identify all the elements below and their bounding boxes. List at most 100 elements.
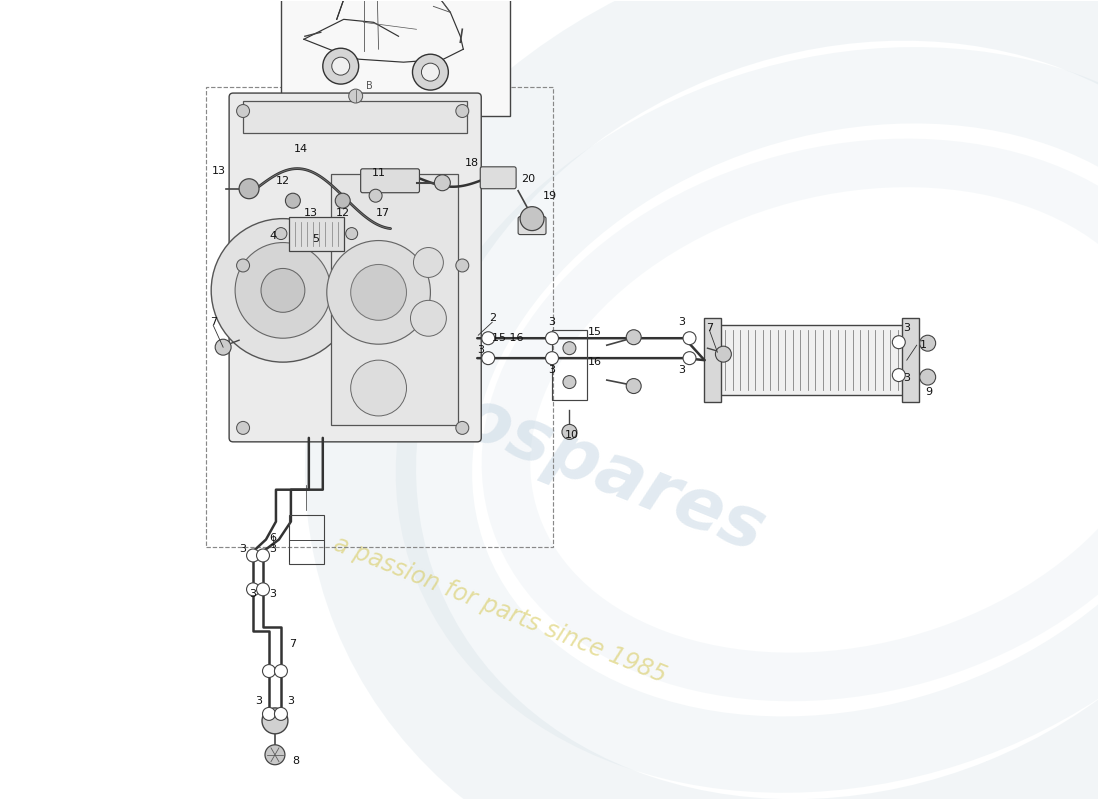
Circle shape [236,422,250,434]
Text: 11: 11 [372,168,386,178]
Text: eurospares: eurospares [326,332,774,567]
Circle shape [892,369,905,382]
Circle shape [236,105,250,118]
Circle shape [414,247,443,278]
Circle shape [275,707,287,720]
Text: 15: 15 [587,327,602,338]
Circle shape [322,48,359,84]
Text: 3: 3 [903,373,911,383]
Circle shape [370,190,382,202]
Text: 7: 7 [289,639,297,649]
Circle shape [626,378,641,394]
Text: 3: 3 [549,318,556,327]
Circle shape [351,360,407,416]
FancyBboxPatch shape [481,167,516,189]
Circle shape [345,228,358,239]
Circle shape [332,57,350,75]
Text: 8: 8 [293,756,299,766]
Circle shape [546,352,559,365]
Circle shape [275,665,287,678]
Text: 3: 3 [476,345,484,355]
Text: 16: 16 [587,357,602,367]
Text: 12: 12 [276,176,290,186]
Bar [719,326,904,395]
Circle shape [920,335,936,351]
Circle shape [563,375,576,389]
Bar [243,101,468,133]
Circle shape [715,346,732,362]
Circle shape [216,339,231,355]
Circle shape [520,206,544,230]
Circle shape [683,332,696,345]
Bar [289,217,343,250]
Text: 3: 3 [549,365,556,375]
Circle shape [246,583,260,596]
Bar [280,0,510,116]
FancyBboxPatch shape [361,169,419,193]
Circle shape [455,105,469,118]
Circle shape [920,369,936,385]
Text: 12: 12 [336,208,350,218]
Text: 14: 14 [294,144,308,154]
Circle shape [246,549,260,562]
Circle shape [336,194,350,208]
Circle shape [562,425,576,439]
Text: 5: 5 [312,234,319,243]
Text: 19: 19 [543,190,557,201]
Bar [704,318,722,402]
Text: 2: 2 [488,314,496,323]
Text: 4: 4 [270,230,276,241]
Circle shape [236,259,250,272]
Circle shape [626,330,641,345]
Circle shape [262,708,288,734]
FancyBboxPatch shape [229,93,481,442]
Circle shape [256,549,270,562]
Text: a passion for parts since 1985: a passion for parts since 1985 [330,531,670,687]
Circle shape [683,352,696,365]
Circle shape [239,178,258,198]
Text: 3: 3 [255,696,263,706]
Bar [902,318,918,402]
Circle shape [256,583,270,596]
Circle shape [455,422,469,434]
Text: 20: 20 [521,174,535,184]
Circle shape [327,241,430,344]
Circle shape [211,218,354,362]
Circle shape [421,63,439,81]
Circle shape [285,194,300,208]
FancyBboxPatch shape [518,217,546,234]
Circle shape [546,332,559,345]
Bar [552,330,587,400]
Text: 13: 13 [212,166,227,176]
Text: 9: 9 [925,387,932,397]
Circle shape [349,89,363,103]
Circle shape [482,332,495,345]
Text: 13: 13 [304,208,318,218]
Text: 18: 18 [465,158,480,168]
Text: B: B [365,81,373,91]
Circle shape [261,269,305,312]
Bar [331,174,459,425]
Text: 6: 6 [270,533,276,542]
Text: 3: 3 [240,545,246,554]
Text: 7: 7 [210,318,217,327]
Circle shape [434,174,450,190]
Text: 3: 3 [270,590,276,599]
Text: 1: 1 [921,340,927,350]
Text: 3: 3 [250,590,256,599]
Text: 3: 3 [287,696,295,706]
Circle shape [265,745,285,765]
Text: 3: 3 [270,545,276,554]
Circle shape [412,54,449,90]
Text: 10: 10 [565,430,579,440]
Bar [289,514,323,565]
Text: 3: 3 [903,323,911,334]
Circle shape [351,265,407,320]
Text: 15 16: 15 16 [493,334,524,343]
Text: 3: 3 [678,365,685,375]
Bar [206,87,553,547]
Circle shape [235,242,331,338]
Circle shape [275,228,287,239]
Text: 17: 17 [375,208,389,218]
Circle shape [263,707,275,720]
